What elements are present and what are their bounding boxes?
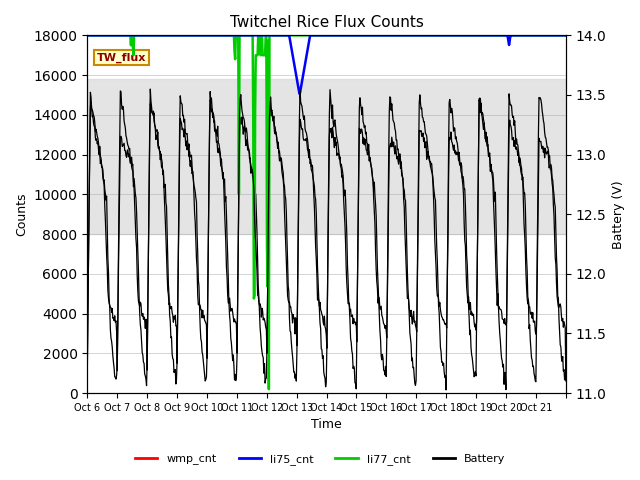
X-axis label: Time: Time (311, 419, 342, 432)
Text: TW_flux: TW_flux (97, 52, 146, 63)
Y-axis label: Counts: Counts (15, 192, 28, 236)
Legend: wmp_cnt, li75_cnt, li77_cnt, Battery: wmp_cnt, li75_cnt, li77_cnt, Battery (131, 450, 509, 469)
Title: Twitchel Rice Flux Counts: Twitchel Rice Flux Counts (230, 15, 424, 30)
Y-axis label: Battery (V): Battery (V) (612, 180, 625, 249)
Bar (87, 79, 566, 234)
